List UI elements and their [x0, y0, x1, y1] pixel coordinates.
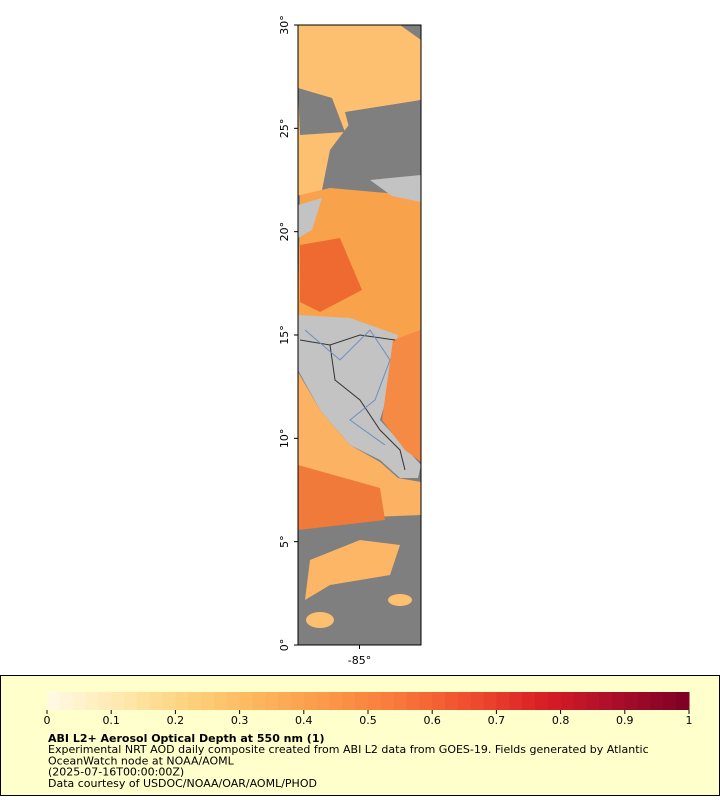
colorbar-swatch [59, 692, 74, 710]
colorbar-swatch [496, 692, 510, 710]
colorbar-swatch [534, 692, 549, 710]
land [370, 175, 421, 202]
colorbar-swatch [278, 692, 292, 710]
colorbar-tick-label: 0 [44, 714, 51, 727]
colorbar-tick-label: 0.1 [102, 714, 120, 727]
border [299, 334, 396, 346]
y-tick-label: 0° [278, 639, 291, 652]
colorbar-swatch [573, 692, 587, 710]
aod-region [298, 465, 385, 530]
colorbar-swatch [522, 692, 536, 710]
colorbar-swatch [637, 692, 651, 710]
colorbar-swatch [213, 692, 228, 710]
colorbar-swatch [124, 692, 138, 710]
colorbar-swatch [72, 692, 87, 710]
colorbar-swatch [432, 692, 446, 710]
colorbar-swatch [162, 692, 176, 710]
legend-line: Experimental NRT AOD daily composite cre… [48, 743, 649, 756]
colorbar-swatch [457, 692, 472, 710]
colorbar-swatch [355, 692, 369, 710]
colorbar-swatch [586, 692, 600, 710]
colorbar-swatch [650, 692, 664, 710]
colorbar-swatch [85, 692, 99, 710]
colorbar-swatch [303, 692, 318, 710]
colorbar-swatch [509, 692, 523, 710]
y-tick-label: 5° [278, 535, 291, 548]
colorbar-swatch [188, 692, 202, 710]
colorbar-swatch [136, 692, 151, 710]
legend-title: ABI L2+ Aerosol Optical Depth at 550 nm … [48, 732, 325, 745]
colorbar-swatch [239, 692, 253, 710]
colorbar-swatch [368, 692, 382, 710]
y-tick-label: 15° [278, 325, 291, 345]
x-tick-label: -85° [348, 654, 371, 667]
colorbar-swatch [290, 692, 305, 710]
colorbar-swatch [226, 692, 241, 710]
aod-region [300, 238, 362, 312]
colorbar-swatch [611, 692, 626, 710]
colorbar-swatch [149, 692, 164, 710]
cloud-region [345, 100, 421, 170]
aod-region [298, 25, 421, 200]
colorbar-swatch [111, 692, 125, 710]
colorbar-swatch [624, 692, 639, 710]
colorbar-swatch [47, 692, 61, 710]
colorbar-swatch [316, 692, 330, 710]
colorbar-tick-label: 0.9 [616, 714, 634, 727]
colorbar-tick-label: 0.5 [359, 714, 377, 727]
colorbar-swatch [201, 692, 215, 710]
aod-region [388, 594, 412, 606]
colorbar-tick-label: 0.7 [488, 714, 506, 727]
colorbar-swatch [599, 692, 613, 710]
colorbar-swatch [663, 692, 677, 710]
colorbar-swatch [342, 692, 356, 710]
colorbar-swatch [393, 692, 408, 710]
colorbar-tick-label: 1 [686, 714, 693, 727]
legend-line: OceanWatch node at NOAA/AOML [48, 754, 235, 767]
colorbar-tick-label: 0.3 [231, 714, 249, 727]
land [298, 315, 421, 478]
colorbar-swatch [547, 692, 562, 710]
colorbar-swatch [175, 692, 189, 710]
map-layer [297, 24, 422, 646]
y-tick-label: 10° [278, 429, 291, 449]
cloud-region [298, 88, 345, 135]
colorbar-swatch [98, 692, 112, 710]
land [298, 198, 322, 238]
colorbar-swatch [470, 692, 485, 710]
colorbar-swatch [560, 692, 574, 710]
aod-region [306, 612, 334, 628]
colorbar-tick-label: 0.6 [423, 714, 441, 727]
colorbar-swatch [406, 692, 420, 710]
y-tick-label: 20° [278, 222, 291, 242]
aod-region [305, 540, 400, 600]
legend-line: Data courtesy of USDOC/NOAA/OAR/AOML/PHO… [48, 777, 317, 790]
colorbar-swatch [676, 692, 690, 710]
colorbar-swatch [252, 692, 266, 710]
colorbar-swatch [265, 692, 279, 710]
colorbar-tick-label: 0.2 [167, 714, 185, 727]
colorbar-swatch [329, 692, 343, 710]
legend-line: (2025-07-16T00:00:00Z) [48, 766, 184, 779]
colorbar-swatch [380, 692, 395, 710]
border [329, 344, 406, 471]
colorbar-swatch [483, 692, 497, 710]
colorbar-swatch [445, 692, 459, 710]
y-tick-label: 25° [278, 119, 291, 139]
river [304, 329, 391, 446]
colorbar-tick-label: 0.4 [295, 714, 313, 727]
y-tick-label: 30° [278, 15, 291, 35]
colorbar-swatch [419, 692, 433, 710]
colorbar-tick-label: 0.8 [552, 714, 570, 727]
aod-region [382, 330, 421, 462]
